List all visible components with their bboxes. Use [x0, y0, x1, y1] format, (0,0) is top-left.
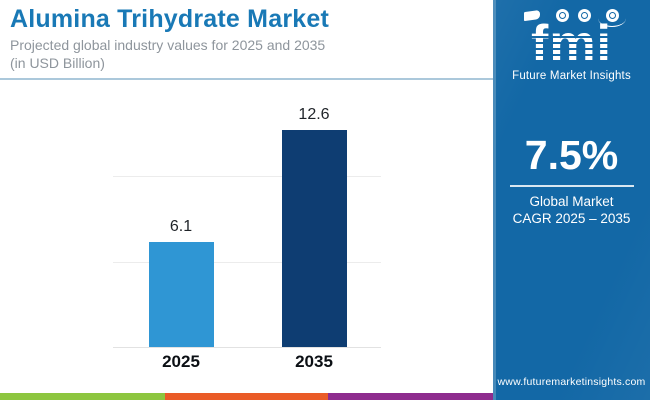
- gridline: [113, 262, 381, 263]
- globe-icon: [605, 9, 619, 22]
- cagr-underline: [509, 185, 634, 187]
- bar-value-2025: 6.1: [169, 218, 193, 235]
- bar-value-2035: 12.6: [298, 106, 330, 123]
- x-axis-label-2035: 2035: [295, 352, 333, 371]
- header-divider: [0, 78, 493, 80]
- x-axis-label-2025: 2025: [162, 352, 200, 371]
- brand-name: Future Market Insights: [512, 70, 631, 82]
- fmi-wordmark-text: fmi: [531, 15, 612, 73]
- stripe-green: [0, 393, 165, 400]
- page-subtitle: Projected global industry values for 202…: [10, 36, 325, 72]
- footer-color-stripe: [0, 393, 493, 400]
- bar-2035: [282, 130, 347, 347]
- bar-chart: 6.1 12.6: [113, 88, 381, 348]
- fmi-logo-icons: [516, 8, 628, 27]
- cagr-caption-line-1: Global Market: [529, 194, 614, 209]
- subtitle-line-2: (in USD Billion): [10, 55, 105, 71]
- plane-icon: [577, 9, 591, 22]
- gridline: [113, 176, 381, 177]
- stripe-purple: [328, 393, 493, 400]
- x-axis-baseline: [113, 347, 381, 348]
- brand-side-panel: fmi Future Market Insights 7.5% Global M…: [493, 0, 650, 400]
- subtitle-line-1: Projected global industry values for 202…: [10, 37, 326, 53]
- dove-icon: [555, 9, 569, 22]
- stripe-orange: [165, 393, 328, 400]
- globe-orbit-arc: [597, 10, 626, 27]
- fmi-wordmark: fmi: [525, 18, 618, 70]
- fmi-logo: fmi Future Market Insights: [493, 8, 650, 82]
- page-title: Alumina Trihydrate Market: [10, 5, 329, 33]
- cagr-caption-line-2: CAGR 2025 – 2035: [512, 211, 631, 226]
- website-url: www.futuremarketinsights.com: [497, 376, 646, 388]
- cagr-caption: Global Market CAGR 2025 – 2035: [493, 193, 650, 227]
- cagr-value: 7.5%: [524, 132, 619, 178]
- bar-2025: [149, 242, 214, 347]
